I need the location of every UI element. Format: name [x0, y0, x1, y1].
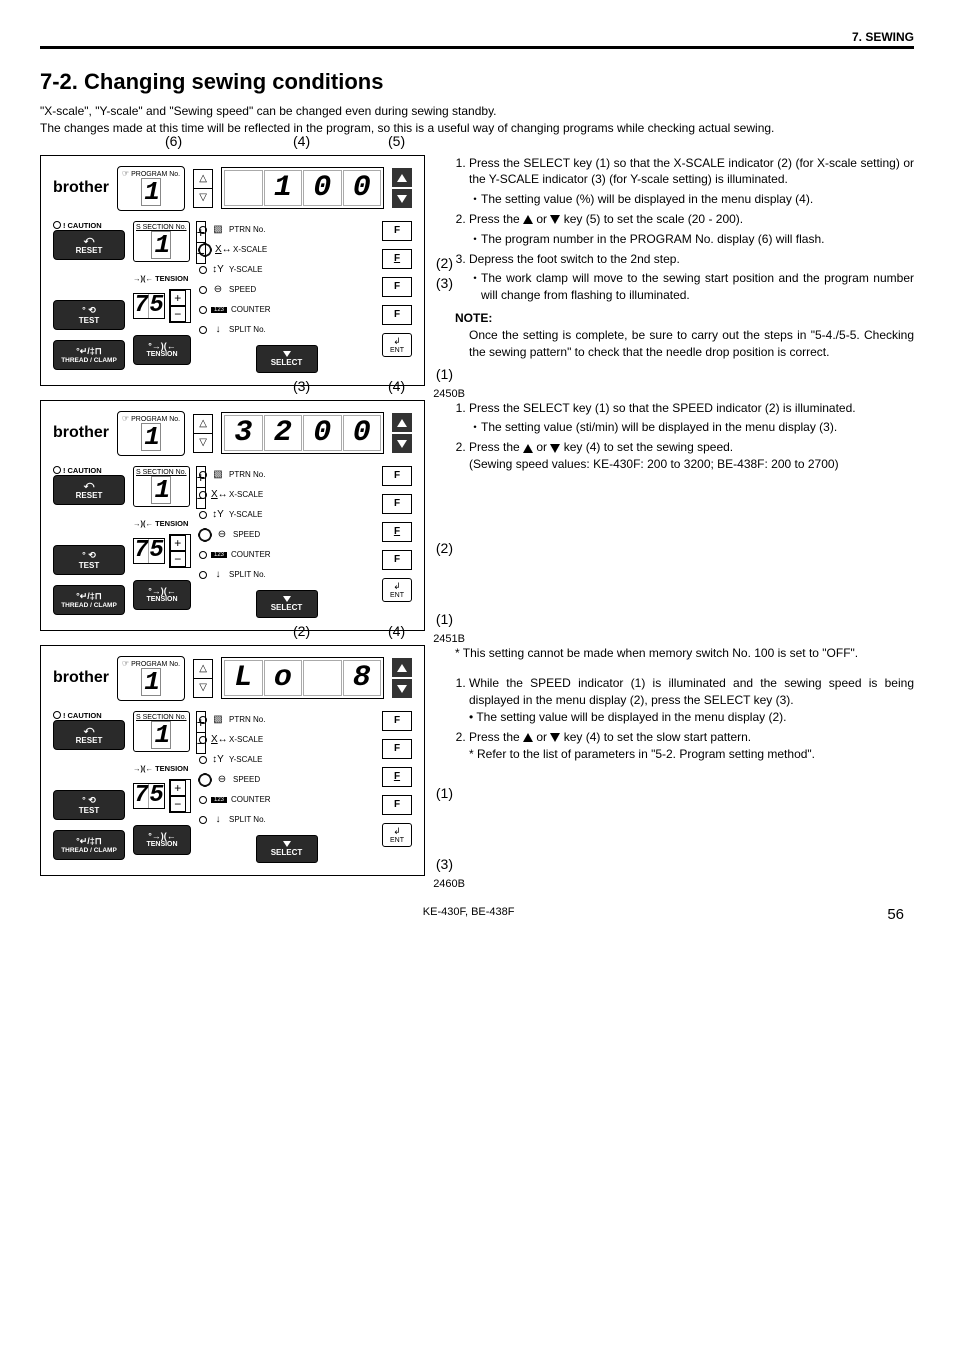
tension-display: 75	[133, 538, 165, 564]
tension-key[interactable]: °→)(←TENSION	[133, 580, 191, 610]
program-updown[interactable]: △▽	[193, 414, 213, 453]
up-button[interactable]	[392, 168, 412, 187]
ptrn-indicator: ▧PTRN No.	[199, 466, 374, 484]
xscale-indicator: X↔X-SCALE	[199, 241, 374, 259]
footer: KE-430F, BE-438F 56	[40, 906, 914, 923]
page-number: 56	[887, 906, 904, 923]
ptrn-indicator: ▧PTRN No.	[199, 711, 374, 729]
up-button[interactable]	[392, 658, 412, 677]
split-indicator: ↓SPLIT No.	[199, 321, 374, 339]
program-updown[interactable]: △▽	[193, 169, 213, 208]
f-button-3[interactable]: F	[382, 767, 412, 787]
menu-display: Lo8	[221, 657, 384, 699]
control-panel: brother ☞ PROGRAM No. 1 △▽ 100	[40, 155, 425, 386]
select-key[interactable]: SELECT	[256, 835, 318, 863]
control-panel: brother ☞ PROGRAM No. 1 △▽ Lo8	[40, 645, 425, 876]
f-button-4[interactable]: F	[382, 550, 412, 570]
ent-key[interactable]: ↲ENT	[382, 333, 412, 357]
f-button-3[interactable]: F	[382, 522, 412, 542]
speed-indicator: ⊖SPEED	[199, 526, 374, 544]
program-box: ☞ PROGRAM No. 1	[117, 411, 185, 456]
down-button[interactable]	[392, 679, 412, 698]
counter-indicator: 123COUNTER	[199, 791, 374, 809]
thread-clamp-key[interactable]: °↵/‡⊓THREAD / CLAMP	[53, 585, 125, 615]
control-panel: brother ☞ PROGRAM No. 1 △▽ 3200	[40, 400, 425, 631]
menu-display: 3200	[221, 412, 384, 454]
down-button[interactable]	[392, 189, 412, 208]
speed-indicator: ⊖SPEED	[199, 771, 374, 789]
split-indicator: ↓SPLIT No.	[199, 811, 374, 829]
f-button-2[interactable]: F	[382, 739, 412, 759]
f-button-1[interactable]: F	[382, 711, 412, 731]
ent-key[interactable]: ↲ENT	[382, 578, 412, 602]
steps-list: While the SPEED indicator (1) is illumin…	[455, 675, 914, 762]
up-button[interactable]	[392, 413, 412, 432]
reset-key[interactable]: ⤺RESET	[53, 720, 125, 750]
yscale-indicator: ↕YY-SCALE	[199, 751, 374, 769]
tension-key[interactable]: °→)(←TENSION	[133, 335, 191, 365]
brand-logo: brother	[53, 424, 109, 442]
header-section: 7. SEWING	[40, 30, 914, 44]
tension-plusminus[interactable]: +−	[169, 534, 191, 568]
tension-plusminus[interactable]: +−	[169, 779, 191, 813]
test-key[interactable]: ° ⟲TEST	[53, 790, 125, 820]
ent-key[interactable]: ↲ENT	[382, 823, 412, 847]
section-box: S SECTION No. 1	[133, 711, 190, 752]
tension-plusminus[interactable]: +−	[169, 289, 191, 323]
image-code: 2450B	[433, 388, 465, 400]
image-code: 2460B	[433, 878, 465, 890]
menu-display: 100	[221, 167, 384, 209]
brand-logo: brother	[53, 179, 109, 197]
footer-model: KE-430F, BE-438F	[50, 906, 887, 923]
yscale-indicator: ↕YY-SCALE	[199, 506, 374, 524]
f-button-1[interactable]: F	[382, 466, 412, 486]
program-updown[interactable]: △▽	[193, 659, 213, 698]
section-box: S SECTION No. 1	[133, 221, 190, 262]
counter-indicator: 123COUNTER	[199, 546, 374, 564]
section-box: S SECTION No. 1	[133, 466, 190, 507]
xscale-indicator: X↔X-SCALE	[199, 486, 374, 504]
note-label: NOTE:	[455, 310, 914, 327]
image-code: 2451B	[433, 633, 465, 645]
tension-display: 75	[133, 783, 165, 809]
f-button-2[interactable]: F	[382, 494, 412, 514]
test-key[interactable]: ° ⟲TEST	[53, 545, 125, 575]
counter-indicator: 123COUNTER	[199, 301, 374, 319]
xscale-indicator: X↔X-SCALE	[199, 731, 374, 749]
note-body: Once the setting is complete, be sure to…	[455, 327, 914, 361]
tension-display: 75	[133, 293, 165, 319]
intro-text: "X-scale", "Y-scale" and "Sewing speed" …	[40, 103, 914, 137]
tension-key[interactable]: °→)(←TENSION	[133, 825, 191, 855]
f-button-3[interactable]: F	[382, 277, 412, 297]
program-box: ☞ PROGRAM No. 1	[117, 656, 185, 701]
f-button-2[interactable]: F	[382, 249, 412, 269]
header-rule	[40, 46, 914, 49]
reset-key[interactable]: ⤺RESET	[53, 475, 125, 505]
select-key[interactable]: SELECT	[256, 345, 318, 373]
select-key[interactable]: SELECT	[256, 590, 318, 618]
steps-list: Press the SELECT key (1) so that the X-S…	[455, 155, 914, 304]
reset-key[interactable]: ⤺RESET	[53, 230, 125, 260]
thread-clamp-key[interactable]: °↵/‡⊓THREAD / CLAMP	[53, 830, 125, 860]
down-button[interactable]	[392, 434, 412, 453]
f-button-4[interactable]: F	[382, 795, 412, 815]
brand-logo: brother	[53, 669, 109, 687]
f-button-1[interactable]: F	[382, 221, 412, 241]
split-indicator: ↓SPLIT No.	[199, 566, 374, 584]
speed-indicator: ⊖SPEED	[199, 281, 374, 299]
steps-list: Press the SELECT key (1) so that the SPE…	[455, 400, 914, 473]
page-title: 7-2. Changing sewing conditions	[40, 69, 914, 95]
f-button-4[interactable]: F	[382, 305, 412, 325]
program-box: ☞ PROGRAM No. 1	[117, 166, 185, 211]
thread-clamp-key[interactable]: °↵/‡⊓THREAD / CLAMP	[53, 340, 125, 370]
yscale-indicator: ↕YY-SCALE	[199, 261, 374, 279]
ptrn-indicator: ▧PTRN No.	[199, 221, 374, 239]
test-key[interactable]: ° ⟲TEST	[53, 300, 125, 330]
